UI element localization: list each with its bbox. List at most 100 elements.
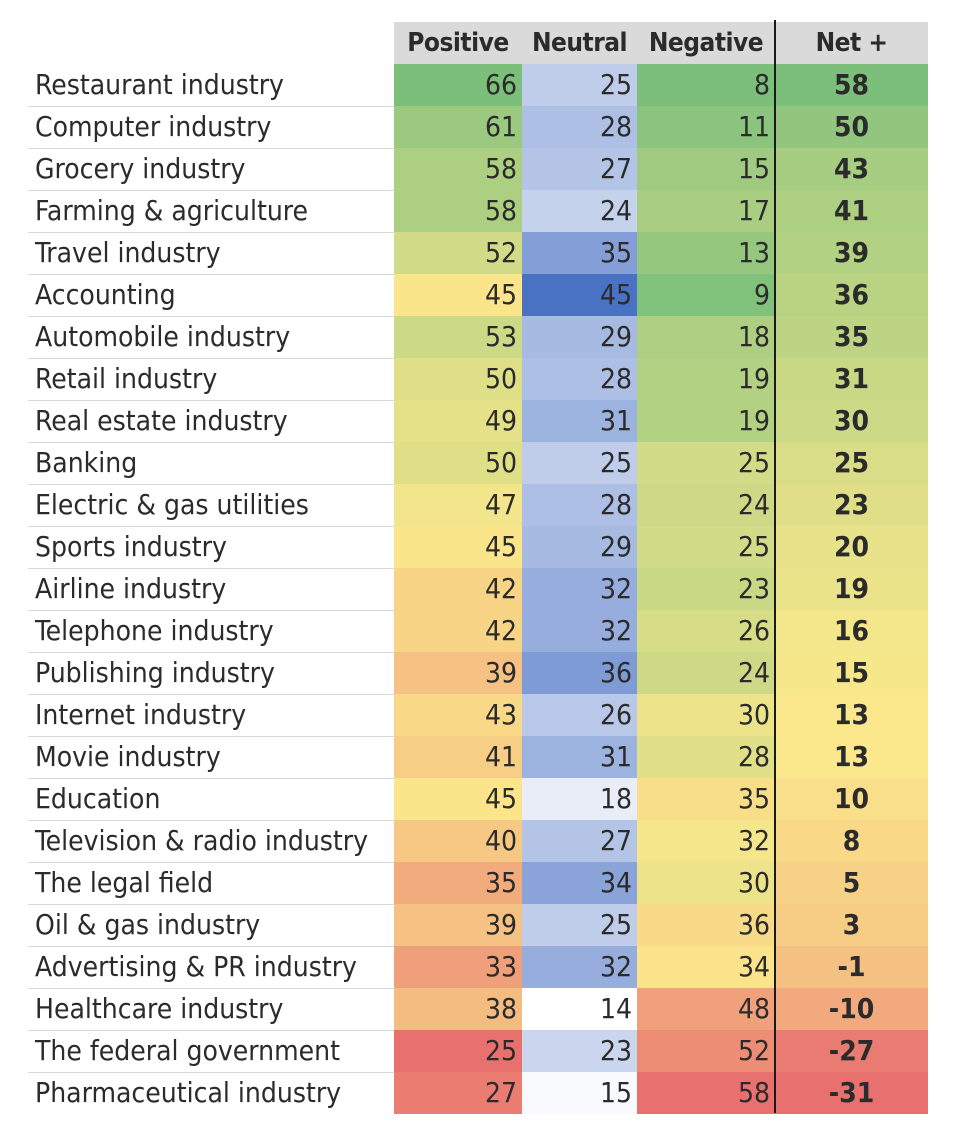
- cell-pharmaceutical-industry-positive: 27: [394, 1072, 522, 1114]
- row-separator: [28, 694, 394, 695]
- cell-sports-industry-positive: 45: [394, 526, 522, 568]
- row-label-healthcare-industry: Healthcare industry: [35, 992, 284, 1025]
- cell-travel-industry-negative: 13: [637, 232, 775, 274]
- cell-movie-industry-neutral: 31: [522, 736, 637, 778]
- cell-education-negative: 35: [637, 778, 775, 820]
- row-label-movie-industry: Movie industry: [35, 740, 221, 773]
- cell-automobile-industry-positive: 53: [394, 316, 522, 358]
- cell-pharmaceutical-industry-negative: 58: [637, 1072, 775, 1114]
- row-label-electric-and-gas-utilities: Electric & gas utilities: [35, 488, 309, 521]
- cell-the-federal-government-neutral: 23: [522, 1030, 637, 1072]
- cell-education-neutral: 18: [522, 778, 637, 820]
- row-separator: [28, 442, 394, 443]
- cell-sports-industry-neutral: 29: [522, 526, 637, 568]
- cell-the-legal-field-negative: 30: [637, 862, 775, 904]
- cell-television-and-radio-industry-net: 8: [775, 820, 928, 862]
- cell-grocery-industry-positive: 58: [394, 148, 522, 190]
- cell-airline-industry-negative: 23: [637, 568, 775, 610]
- cell-electric-and-gas-utilities-neutral: 28: [522, 484, 637, 526]
- cell-healthcare-industry-positive: 38: [394, 988, 522, 1030]
- row-separator: [28, 652, 394, 653]
- cell-restaurant-industry-neutral: 25: [522, 64, 637, 106]
- row-separator: [28, 148, 394, 149]
- cell-advertising-and-pr-industry-negative: 34: [637, 946, 775, 988]
- row-separator: [28, 778, 394, 779]
- column-header-neutral: Neutral: [522, 22, 637, 64]
- cell-grocery-industry-neutral: 27: [522, 148, 637, 190]
- row-separator: [28, 484, 394, 485]
- row-label-automobile-industry: Automobile industry: [35, 320, 291, 353]
- cell-accounting-net: 36: [775, 274, 928, 316]
- cell-automobile-industry-negative: 18: [637, 316, 775, 358]
- cell-computer-industry-neutral: 28: [522, 106, 637, 148]
- column-header-net: Net +: [775, 22, 928, 64]
- row-label-oil-and-gas-industry: Oil & gas industry: [35, 908, 261, 941]
- cell-grocery-industry-net: 43: [775, 148, 928, 190]
- cell-sports-industry-net: 20: [775, 526, 928, 568]
- row-separator: [28, 820, 394, 821]
- row-label-accounting: Accounting: [35, 278, 176, 311]
- row-label-advertising-and-pr-industry: Advertising & PR industry: [35, 950, 357, 983]
- cell-restaurant-industry-negative: 8: [637, 64, 775, 106]
- cell-telephone-industry-positive: 42: [394, 610, 522, 652]
- cell-the-federal-government-net: -27: [775, 1030, 928, 1072]
- cell-automobile-industry-net: 35: [775, 316, 928, 358]
- cell-accounting-positive: 45: [394, 274, 522, 316]
- cell-automobile-industry-neutral: 29: [522, 316, 637, 358]
- cell-internet-industry-neutral: 26: [522, 694, 637, 736]
- cell-banking-negative: 25: [637, 442, 775, 484]
- row-separator: [28, 568, 394, 569]
- row-label-airline-industry: Airline industry: [35, 572, 227, 605]
- row-separator: [28, 862, 394, 863]
- row-separator: [28, 526, 394, 527]
- cell-internet-industry-positive: 43: [394, 694, 522, 736]
- cell-movie-industry-negative: 28: [637, 736, 775, 778]
- net-column-divider: [774, 20, 776, 1113]
- cell-publishing-industry-positive: 39: [394, 652, 522, 694]
- cell-farming-and-agriculture-positive: 58: [394, 190, 522, 232]
- row-separator: [28, 904, 394, 905]
- cell-education-positive: 45: [394, 778, 522, 820]
- cell-pharmaceutical-industry-net: -31: [775, 1072, 928, 1114]
- cell-banking-net: 25: [775, 442, 928, 484]
- cell-retail-industry-negative: 19: [637, 358, 775, 400]
- cell-retail-industry-positive: 50: [394, 358, 522, 400]
- cell-oil-and-gas-industry-net: 3: [775, 904, 928, 946]
- row-label-internet-industry: Internet industry: [35, 698, 247, 731]
- cell-publishing-industry-net: 15: [775, 652, 928, 694]
- cell-accounting-neutral: 45: [522, 274, 637, 316]
- cell-farming-and-agriculture-net: 41: [775, 190, 928, 232]
- cell-education-net: 10: [775, 778, 928, 820]
- cell-restaurant-industry-positive: 66: [394, 64, 522, 106]
- cell-advertising-and-pr-industry-neutral: 32: [522, 946, 637, 988]
- cell-electric-and-gas-utilities-negative: 24: [637, 484, 775, 526]
- row-separator: [28, 358, 394, 359]
- cell-movie-industry-net: 13: [775, 736, 928, 778]
- row-label-travel-industry: Travel industry: [35, 236, 221, 269]
- cell-travel-industry-positive: 52: [394, 232, 522, 274]
- cell-real-estate-industry-negative: 19: [637, 400, 775, 442]
- cell-the-legal-field-neutral: 34: [522, 862, 637, 904]
- cell-movie-industry-positive: 41: [394, 736, 522, 778]
- cell-telephone-industry-neutral: 32: [522, 610, 637, 652]
- row-label-television-and-radio-industry: Television & radio industry: [35, 824, 369, 857]
- cell-real-estate-industry-net: 30: [775, 400, 928, 442]
- cell-retail-industry-net: 31: [775, 358, 928, 400]
- row-separator: [28, 316, 394, 317]
- row-label-pharmaceutical-industry: Pharmaceutical industry: [35, 1076, 342, 1109]
- cell-the-federal-government-negative: 52: [637, 1030, 775, 1072]
- cell-banking-positive: 50: [394, 442, 522, 484]
- cell-the-federal-government-positive: 25: [394, 1030, 522, 1072]
- cell-oil-and-gas-industry-positive: 39: [394, 904, 522, 946]
- row-separator: [28, 232, 394, 233]
- row-label-the-federal-government: The federal government: [35, 1034, 341, 1067]
- row-label-banking: Banking: [35, 446, 138, 479]
- cell-retail-industry-neutral: 28: [522, 358, 637, 400]
- cell-grocery-industry-negative: 15: [637, 148, 775, 190]
- cell-real-estate-industry-neutral: 31: [522, 400, 637, 442]
- cell-internet-industry-net: 13: [775, 694, 928, 736]
- cell-real-estate-industry-positive: 49: [394, 400, 522, 442]
- row-separator: [28, 190, 394, 191]
- row-label-telephone-industry: Telephone industry: [35, 614, 274, 647]
